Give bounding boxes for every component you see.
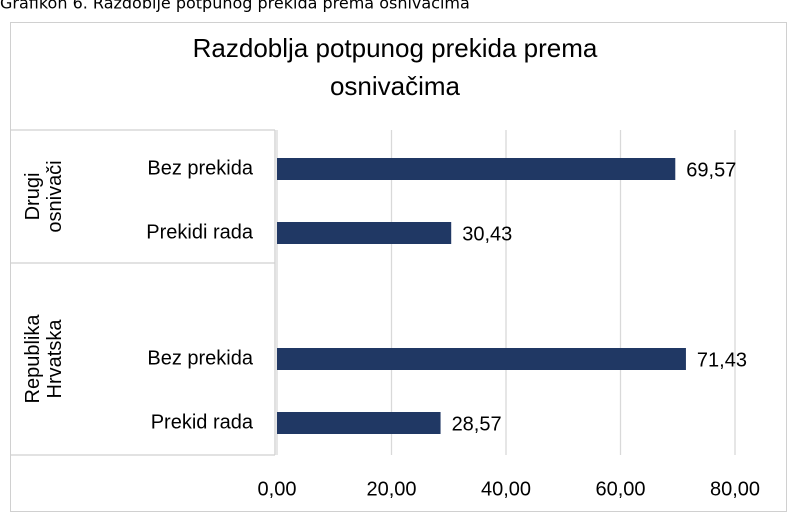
bar xyxy=(277,412,441,434)
data-label: 28,57 xyxy=(452,413,502,435)
bar xyxy=(277,348,686,370)
data-label: 69,57 xyxy=(686,159,736,181)
group-label-line: Hrvatska xyxy=(44,319,66,399)
chart-title: Razdoblja potpunog prekida prema xyxy=(193,33,598,63)
group-label-line: osnivači xyxy=(44,160,66,232)
y-tick-label: Prekid rada xyxy=(151,411,254,433)
bar xyxy=(277,158,676,180)
group-label: Drugiosnivači xyxy=(22,160,66,232)
group-label: RepublikaHrvatska xyxy=(22,314,66,404)
x-tick-label: 80,00 xyxy=(710,478,760,500)
data-label: 71,43 xyxy=(697,349,747,371)
bar xyxy=(277,222,452,244)
x-tick-label: 0,00 xyxy=(258,478,297,500)
x-tick-label: 60,00 xyxy=(595,478,645,500)
x-tick-label: 40,00 xyxy=(481,478,531,500)
data-label: 30,43 xyxy=(462,223,512,245)
y-tick-label: Prekidi rada xyxy=(146,221,254,243)
x-tick-label: 20,00 xyxy=(366,478,416,500)
y-tick-label: Bez prekida xyxy=(147,347,253,369)
group-label-line: Drugi xyxy=(22,173,44,221)
group-label-line: Republika xyxy=(22,314,44,404)
y-tick-label: Bez prekida xyxy=(147,157,253,179)
chart-title: osnivačima xyxy=(330,71,461,101)
caption: Grafikon 6. Razdoblje potpunog prekida p… xyxy=(0,0,470,13)
